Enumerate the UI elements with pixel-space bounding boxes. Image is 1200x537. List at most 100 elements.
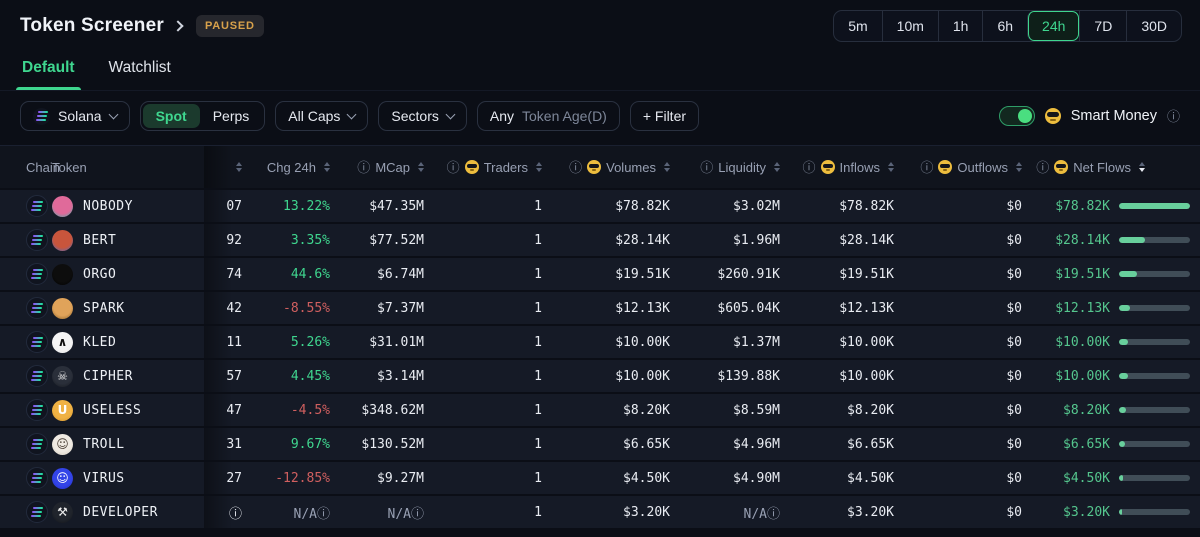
smart-money-label: Smart Money [1070,108,1157,124]
outflows-cell: $0 [1006,470,1022,486]
market-tab-spot[interactable]: Spot [142,104,200,128]
net-flows-bar [1110,373,1200,379]
table-row[interactable]: SPARK 42 -8.55% $7.37M 1 $12.13K $605.04… [0,292,1200,324]
caps-dropdown[interactable]: All Caps [275,101,369,131]
chain-dropdown[interactable]: Solana [20,101,130,131]
mcap-cell: N/Aⓘ [387,506,424,522]
inflows-cell: $12.13K [839,300,894,316]
table-row[interactable]: NOBODY 07 13.22% $47.35M 1 $78.82K $3.02… [0,190,1200,222]
smart-money-toggle[interactable] [998,106,1035,126]
inflows-cell: $4.50K [847,470,894,486]
net-flows-cell: $78.82K [1055,198,1110,214]
outflows-cell: $0 [1006,266,1022,282]
smart-money-info-icon[interactable]: ⓘ [1166,108,1180,124]
column-header-token: Token [52,159,87,175]
column-header-price-sort[interactable] [204,146,242,188]
info-icon[interactable]: ⓘ [700,159,714,175]
info-icon[interactable]: ⓘ [1036,159,1050,175]
sort-icon-active-desc[interactable] [1139,161,1145,173]
mcap-cell: $3.14M [377,368,424,384]
table-row[interactable]: ORGO 74 44.6% $6.74M 1 $19.51K $260.91K … [0,258,1200,290]
view-tabs: Default Watchlist [0,46,1200,91]
table-row[interactable]: ☺ TROLL 31 9.67% $130.52M 1 $6.65K $4.96… [0,428,1200,460]
volumes-cell: $19.51K [615,266,670,282]
liquidity-cell: $260.91K [717,266,780,282]
outflows-cell: $0 [1006,402,1022,418]
solana-icon [26,229,48,251]
timeframe-6h[interactable]: 6h [982,11,1027,41]
net-flows-cell: $10.00K [1055,368,1110,384]
sort-icon[interactable] [774,161,780,173]
outflows-cell: $0 [1006,334,1022,350]
column-header-mcap[interactable]: ⓘ MCap [330,160,424,175]
token-cell: ORGO [52,263,204,285]
chevron-down-icon [108,109,119,119]
token-cell: ☠ CIPHER [52,365,204,387]
tab-default[interactable]: Default [16,46,81,90]
info-icon[interactable]: ⓘ [802,159,816,175]
status-badge-paused[interactable]: PAUSED [195,15,264,37]
column-header-volumes[interactable]: ⓘ Volumes [542,160,670,175]
outflows-cell: $0 [1006,504,1022,520]
solana-icon [26,263,48,285]
chg-24h-cell: N/Aⓘ [293,506,330,522]
timeframe-10m[interactable]: 10m [881,11,938,41]
net-flows-bar [1110,237,1200,243]
smart-money-emoji-icon [464,160,479,174]
sort-icon[interactable] [236,161,242,173]
net-flows-bar-track [1119,373,1190,379]
traders-cell: 1 [534,402,542,418]
token-name: BERT [83,232,117,248]
market-tab-perps[interactable]: Perps [212,108,250,124]
column-header-net-flows[interactable]: ⓘ Net Flows [1022,160,1200,175]
sort-icon[interactable] [888,161,894,173]
volumes-cell: $10.00K [615,334,670,350]
mcap-cell: $9.27M [377,470,424,486]
solana-icon [26,195,48,217]
net-flows-bar [1110,407,1200,413]
sort-icon[interactable] [324,161,330,173]
token-avatar [52,263,73,285]
token-name: VIRUS [83,470,125,486]
sort-icon[interactable] [536,161,542,173]
net-flows-bar-fill [1119,373,1129,379]
column-header-liquidity[interactable]: ⓘ Liquidity [670,160,780,175]
column-header-outflows[interactable]: ⓘ Outflows [894,160,1022,175]
table-row[interactable]: ☠ CIPHER 57 4.45% $3.14M 1 $10.00K $139.… [0,360,1200,392]
table-row[interactable]: U USELESS 47 -4.5% $348.62M 1 $8.20K $8.… [0,394,1200,426]
table-row[interactable]: ☺ VIRUS 27 -12.85% $9.27M 1 $4.50K $4.90… [0,462,1200,494]
table-row[interactable]: ∧ KLED 11 5.26% $31.01M 1 $10.00K $1.37M… [0,326,1200,358]
token-avatar: ☺ [52,467,73,489]
inflows-cell: $28.14K [839,232,894,248]
chg-24h-cell: 13.22% [283,198,330,214]
outflows-cell: $0 [1006,232,1022,248]
token-age-filter[interactable]: Any Token Age(D) [476,101,620,131]
column-header-inflows[interactable]: ⓘ Inflows [780,160,894,175]
sort-icon[interactable] [418,161,424,173]
sort-icon[interactable] [1016,161,1022,173]
timeframe-30d[interactable]: 30D [1126,11,1181,41]
table-header: Chain Token Chg 24h ⓘ MCap ⓘ Traders ⓘ V… [0,145,1200,188]
table-row[interactable]: ⚒ DEVELOPER ⓘ N/Aⓘ N/Aⓘ 1 $3.20K N/Aⓘ $3… [0,496,1200,528]
table-row[interactable]: BERT 92 3.35% $77.52M 1 $28.14K $1.96M $… [0,224,1200,256]
info-icon[interactable]: ⓘ [357,159,371,175]
column-header-chg-24h[interactable]: Chg 24h [242,160,330,175]
info-icon[interactable]: ⓘ [446,159,460,175]
chain-cell [0,195,52,217]
inflows-cell: $10.00K [839,334,894,350]
timeframe-1h[interactable]: 1h [937,11,983,41]
chain-cell [0,365,52,387]
breadcrumb-chevron-icon[interactable] [172,20,184,32]
sort-icon[interactable] [664,161,670,173]
column-header-traders[interactable]: ⓘ Traders [424,160,542,175]
info-icon[interactable]: ⓘ [920,159,934,175]
timeframe-24h[interactable]: 24h [1027,11,1080,41]
timeframe-7d[interactable]: 7D [1079,11,1126,41]
tab-watchlist[interactable]: Watchlist [108,59,171,76]
sectors-dropdown[interactable]: Sectors [378,101,467,131]
timeframe-5m[interactable]: 5m [848,18,868,34]
net-flows-bar-fill [1119,441,1125,447]
price-cell-truncated: 07 [204,190,242,222]
add-filter-button[interactable]: + Filter [629,101,700,131]
info-icon[interactable]: ⓘ [569,159,583,175]
